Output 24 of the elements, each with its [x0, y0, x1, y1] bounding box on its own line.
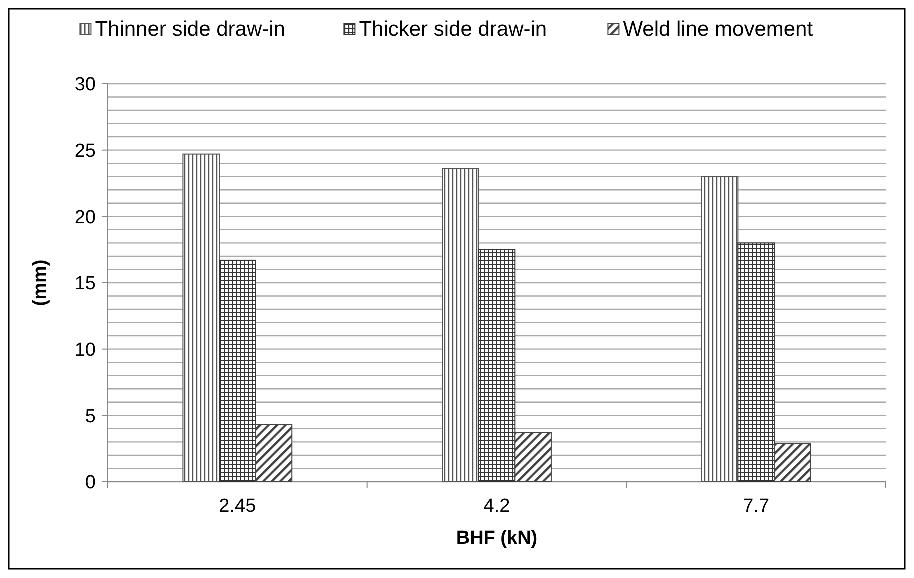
x-tick-label: 4.2 [484, 496, 510, 517]
bar [774, 443, 812, 482]
y-tick-label: 10 [74, 340, 96, 361]
y-tick-label: 0 [85, 472, 96, 494]
y-tick-label: 30 [74, 74, 96, 96]
bar [738, 242, 775, 482]
bar [478, 249, 516, 482]
y-tick-label: 15 [74, 274, 96, 295]
y-tick-label: 5 [85, 406, 96, 428]
legend-label: Thicker side draw-in [359, 18, 548, 41]
bar [701, 176, 739, 482]
y-axis-title: (mm) [30, 260, 51, 306]
legend-label: Thinner side draw-in [95, 18, 286, 41]
bar [182, 154, 220, 482]
x-tick-label: 2.45 [219, 496, 256, 517]
y-tick-label: 20 [74, 207, 96, 228]
bar [514, 432, 552, 482]
bar [442, 168, 480, 482]
x-axis-title: BHF (kN) [456, 528, 538, 549]
bar [219, 260, 256, 482]
legend-label: Weld line movement [623, 18, 814, 41]
bar [255, 424, 293, 482]
x-tick-label: 7.7 [743, 496, 770, 517]
y-tick-label: 25 [74, 140, 96, 162]
